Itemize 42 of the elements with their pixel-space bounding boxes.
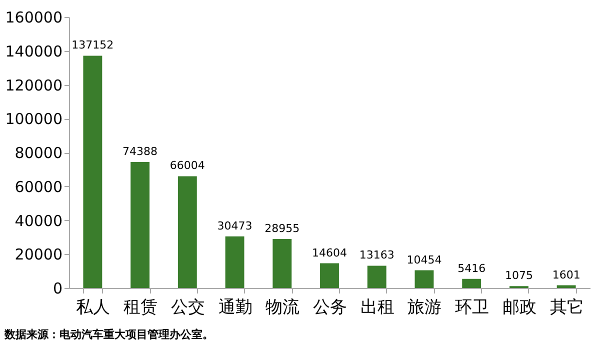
x-tick-label: 出租 (360, 298, 394, 318)
x-tick-label: 公交 (170, 298, 205, 318)
data-label: 5416 (458, 262, 486, 275)
data-label: 1075 (504, 269, 533, 282)
x-tick-label: 通勤 (218, 298, 252, 318)
bar (178, 176, 197, 288)
data-label: 13163 (359, 248, 394, 262)
bar (130, 162, 150, 288)
x-tick-label: 旅游 (408, 298, 442, 318)
bar (367, 266, 386, 288)
data-label: 14604 (312, 246, 347, 260)
bar (83, 56, 102, 288)
bar (272, 238, 292, 288)
bar (556, 285, 576, 288)
x-tick-label: 租赁 (124, 298, 158, 318)
data-label: 1601 (552, 268, 580, 282)
data-label: 28955 (264, 222, 300, 235)
x-tick-label: 环卫 (455, 298, 490, 318)
y-tick-label: 140000 (5, 42, 62, 60)
x-tick-label: 私人 (76, 298, 110, 318)
x-tick-label: 其它 (550, 298, 584, 318)
data-label: 10454 (406, 253, 442, 266)
data-label: 137152 (72, 38, 114, 52)
y-tick-label: 0 (52, 280, 62, 298)
bar (462, 278, 482, 288)
bar (414, 270, 434, 288)
x-tick-label: 邮政 (502, 298, 536, 318)
data-label: 30473 (217, 219, 252, 232)
y-tick-label: 80000 (14, 144, 62, 162)
y-tick-label: 120000 (5, 76, 62, 94)
bar (225, 236, 244, 288)
bar (320, 263, 339, 288)
y-tick-label: 60000 (14, 178, 62, 196)
source-note: 数据来源：电动汽车重大项目管理办公室。 (4, 328, 214, 341)
y-tick-label: 160000 (5, 8, 62, 26)
x-tick-label: 公务 (313, 298, 347, 318)
y-tick-label: 20000 (14, 246, 62, 264)
data-label: 74388 (122, 145, 158, 158)
y-tick-label: 40000 (14, 212, 62, 230)
data-label: 66004 (170, 159, 205, 172)
x-tick-label: 物流 (266, 298, 300, 318)
y-tick-label: 100000 (5, 110, 62, 128)
